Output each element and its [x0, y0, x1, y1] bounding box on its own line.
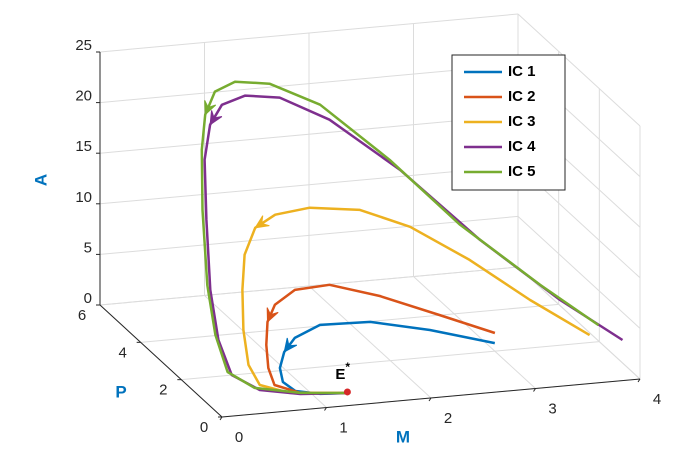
arrow [266, 307, 279, 324]
grid-line [204, 295, 327, 408]
tick-mark [428, 397, 432, 402]
arrow [204, 100, 217, 116]
legend-label: IC 3 [508, 113, 536, 130]
y-tick-label: 0 [200, 419, 208, 436]
x-tick-label: 0 [235, 429, 243, 446]
z-tick-label: 25 [75, 37, 92, 54]
equilibrium-point [343, 388, 351, 396]
y-tick-label: 4 [118, 344, 126, 361]
z-tick-label: 0 [84, 290, 92, 307]
equilibrium-label: E* [335, 360, 350, 383]
y-tick-label: 6 [78, 307, 86, 324]
arrow [254, 215, 270, 229]
equilibrium-label-text: E [335, 366, 345, 383]
arrow [283, 337, 298, 353]
tick-mark [533, 388, 536, 392]
x-tick-label: 4 [653, 391, 661, 408]
legend-label: IC 2 [508, 88, 536, 105]
tick-mark [637, 378, 641, 383]
equilibrium-label-superscript: * [345, 360, 350, 374]
trajectory [241, 206, 591, 395]
grid-line [99, 114, 519, 154]
trajectory [265, 283, 496, 395]
tick-mark [324, 407, 327, 411]
grid-line [517, 266, 641, 380]
z-tick-label: 5 [84, 239, 92, 256]
x-tick-label: 3 [548, 400, 556, 417]
grid-line [517, 216, 641, 329]
legend-label: IC 4 [508, 138, 536, 155]
grid-line [517, 13, 641, 127]
z-tick-label: 10 [75, 189, 92, 206]
grid-line [413, 276, 536, 389]
grid-line [308, 285, 432, 399]
y-axis-label: P [115, 382, 126, 401]
z-tick-label: 15 [75, 138, 92, 155]
legend-label: IC 5 [508, 163, 536, 180]
z-axis-label: A [31, 174, 50, 186]
y-tick-label: 2 [159, 382, 167, 399]
z-tick-label: 20 [75, 88, 92, 105]
x-tick-label: 1 [339, 419, 347, 436]
grid-line [99, 215, 519, 255]
grid-line [99, 266, 519, 306]
x-axis-label: M [396, 427, 410, 446]
legend-label: IC 1 [508, 63, 536, 80]
grid-line [181, 341, 600, 381]
x-tick-label: 2 [444, 410, 452, 427]
grid-line [99, 13, 519, 53]
grid-line [99, 165, 519, 205]
arrow [209, 110, 223, 126]
y-axis [99, 304, 223, 418]
grid-line [99, 64, 519, 104]
legend: IC 1 IC 2 IC 3 IC 4 IC 5 [451, 54, 566, 191]
